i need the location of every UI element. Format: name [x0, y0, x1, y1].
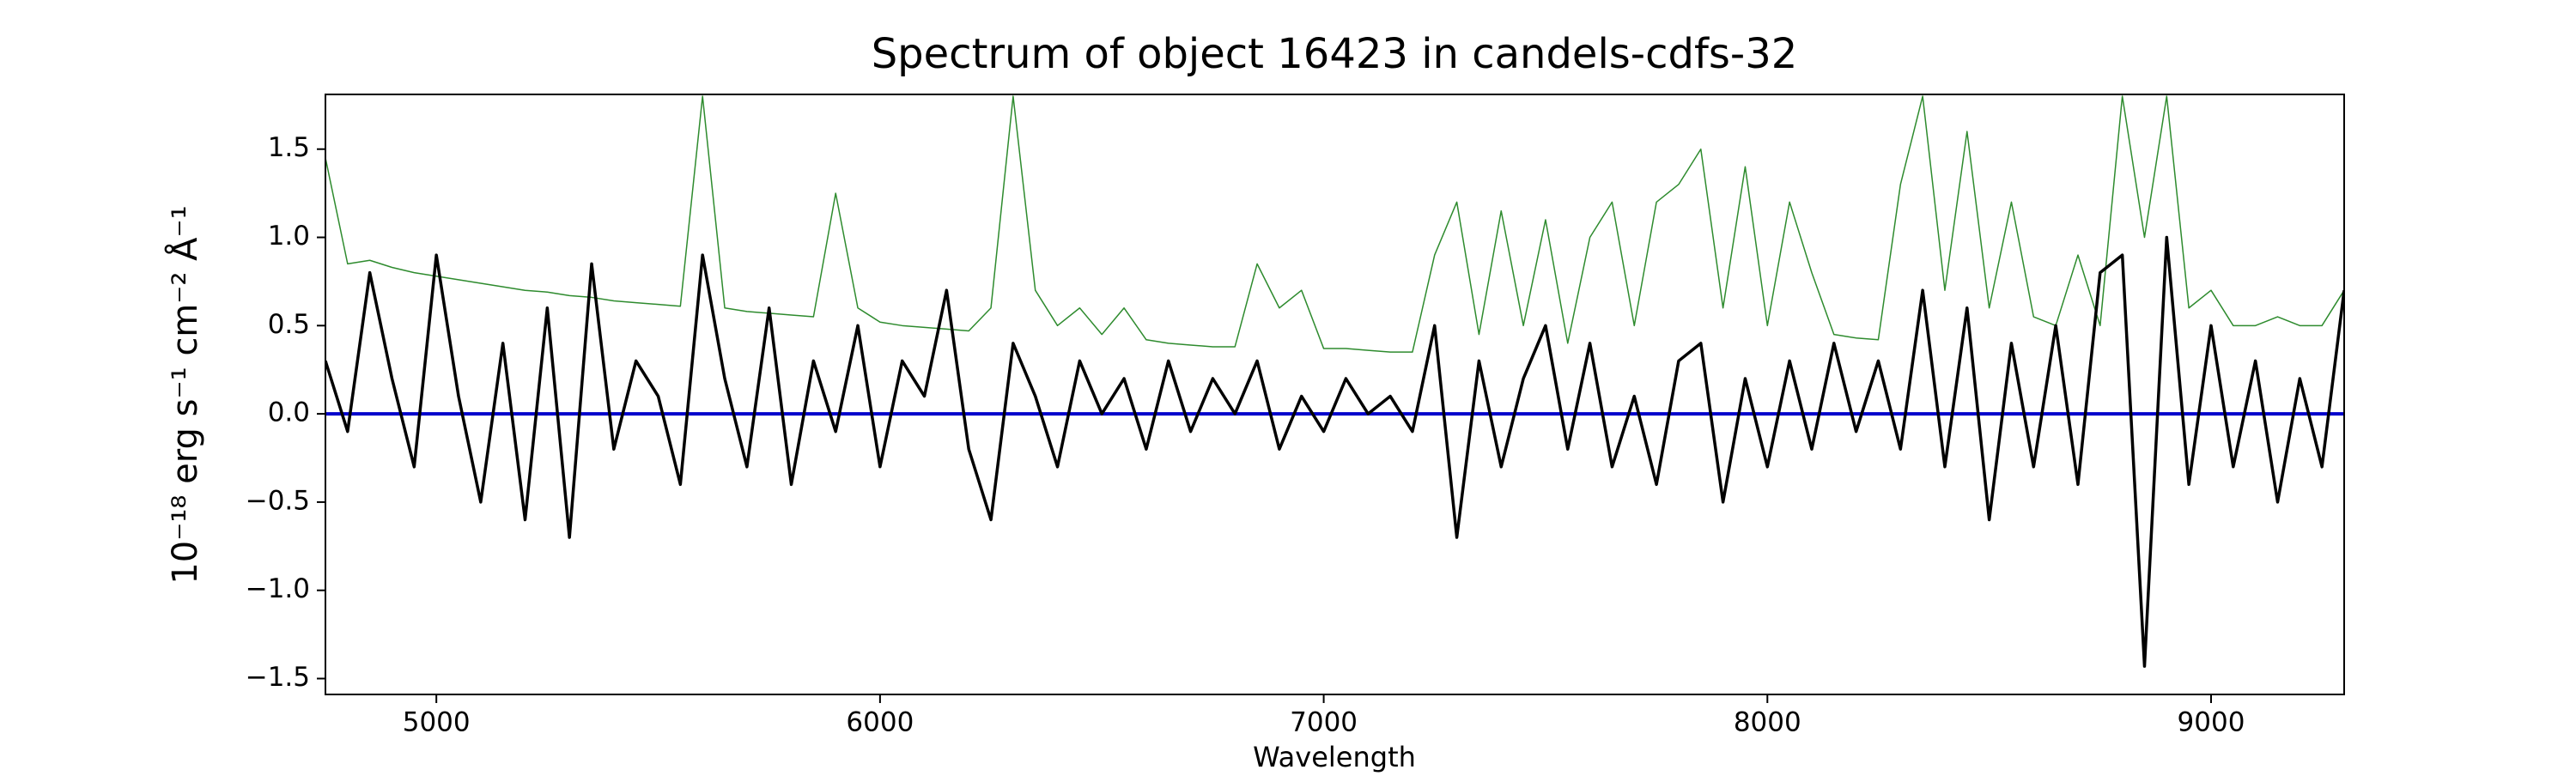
- x-tick-label: 6000: [846, 707, 914, 738]
- y-tick-label: 0.5: [268, 309, 310, 340]
- series-line: [325, 95, 2344, 353]
- x-axis-label: Wavelength: [1253, 741, 1416, 773]
- x-tick-label: 5000: [403, 707, 471, 738]
- y-tick-label: 0.0: [268, 397, 310, 428]
- plot-frame: [325, 94, 2345, 695]
- y-tick-label: 1.5: [268, 132, 310, 163]
- y-tick-label: −1.0: [246, 573, 310, 604]
- x-tick-label: 8000: [1734, 707, 1801, 738]
- x-tick-label: 9000: [2178, 707, 2245, 738]
- y-tick-label: −1.5: [246, 662, 310, 693]
- x-tick-label: 7000: [1290, 707, 1358, 738]
- y-tick-label: −0.5: [246, 485, 310, 516]
- chart-title: Spectrum of object 16423 in candels-cdfs…: [872, 30, 1798, 78]
- y-tick-label: 1.0: [268, 221, 310, 252]
- y-axis-label: 10⁻¹⁸ erg s⁻¹ cm⁻² Å⁻¹: [164, 205, 205, 584]
- plot-lines: [325, 95, 2344, 668]
- series-line: [325, 235, 2344, 668]
